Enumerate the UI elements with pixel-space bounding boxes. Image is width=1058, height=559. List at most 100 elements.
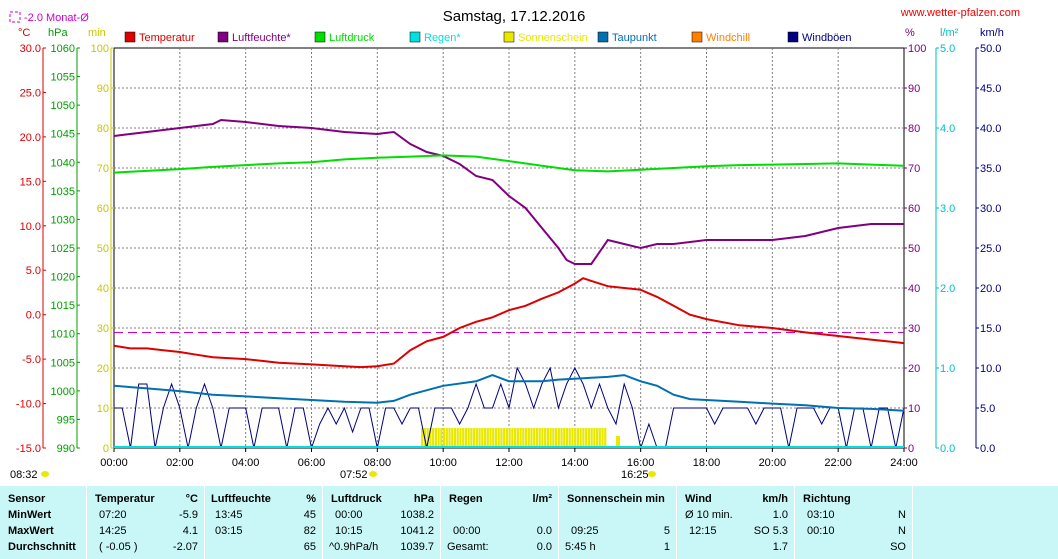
sunshine-bar xyxy=(554,428,558,448)
sunshine-bar xyxy=(519,428,522,448)
unit-percent: % xyxy=(905,27,915,39)
sunshine-bar xyxy=(579,428,582,448)
sunshine-bar xyxy=(500,428,503,448)
sunshine-bar xyxy=(565,428,569,448)
dir-max-time: 00:10 xyxy=(807,525,835,537)
x-tick-label: 08:00 xyxy=(364,457,392,469)
unit-temp: °C xyxy=(18,27,30,39)
sunshine-bar xyxy=(467,428,470,448)
sunshine-bar xyxy=(464,428,468,448)
y-tick-label-pressure: 1005 xyxy=(51,357,75,369)
stats-header-temperatur: Temperatur xyxy=(95,493,155,505)
x-tick-label: 14:00 xyxy=(561,457,589,469)
y-tick-label-minutes: 100 xyxy=(91,43,109,55)
sunshine-bar xyxy=(511,428,514,448)
legend-label: Luftdruck xyxy=(329,32,375,44)
stats-row-avg-label: Durchschnitt xyxy=(8,541,76,553)
y-tick-label-percent: 10 xyxy=(908,403,920,415)
x-tick-label: 02:00 xyxy=(166,457,194,469)
series-layer xyxy=(113,118,905,450)
y-tick-label-minutes: 0 xyxy=(103,443,109,455)
y-tick-label-minutes: 50 xyxy=(97,243,109,255)
sunshine-bar xyxy=(576,428,580,448)
legend-swatch xyxy=(409,31,421,43)
sunshine-bar xyxy=(582,428,585,448)
y-tick-label-wind: 30.0 xyxy=(980,203,1001,215)
sunshine-bar xyxy=(530,428,533,448)
stats-unit-regen: l/m² xyxy=(532,493,552,505)
y-tick-label-minutes: 90 xyxy=(97,83,109,95)
y-tick-label-wind: 5.0 xyxy=(980,403,995,415)
y-tick-label-minutes: 70 xyxy=(97,163,109,175)
sunshine-bar xyxy=(546,428,549,448)
y-tick-label-pressure: 1050 xyxy=(51,100,75,112)
y-tick-label-wind: 35.0 xyxy=(980,163,1001,175)
sunshine-bar xyxy=(483,428,487,448)
y-tick-label-pressure: 1030 xyxy=(51,214,75,226)
sunshine-bar xyxy=(473,428,476,448)
stats-header-regen: Regen xyxy=(449,493,483,505)
sunshine-bar xyxy=(563,428,566,448)
press-max-value: 1041.2 xyxy=(400,525,434,537)
y-tick-label-percent: 20 xyxy=(908,363,920,375)
press-avg-value: 1039.7 xyxy=(400,541,434,553)
y-tick-label-temp: 30.0 xyxy=(20,43,41,55)
y-tick-label-minutes: 20 xyxy=(97,363,109,375)
sunshine-bar xyxy=(475,428,478,448)
y-tick-label-temp: 15.0 xyxy=(20,176,41,188)
stats-col-sonnenschein: Sonnenschein min 09:25 5 5:45 h 1 xyxy=(559,486,677,559)
y-tick-label-pressure: 990 xyxy=(57,443,75,455)
sunshine-bar xyxy=(598,428,601,448)
y-tick-label-rain: 2.0 xyxy=(940,283,955,295)
y-tick-label-pressure: 1025 xyxy=(51,243,75,255)
y-tick-label-wind: 15.0 xyxy=(980,323,1001,335)
dir-min-time: 03:10 xyxy=(807,509,835,521)
series-luftdruck xyxy=(113,154,905,174)
sunshine-bar xyxy=(604,428,607,448)
unit-wind: km/h xyxy=(980,27,1004,39)
rain-total-value: 0.0 xyxy=(536,541,552,553)
stats-row-max-label: MaxWert xyxy=(8,525,54,537)
legend-swatch xyxy=(597,31,609,43)
sunshine-bar xyxy=(544,428,547,448)
x-tick-label: 16:00 xyxy=(627,457,655,469)
sunshine-bar xyxy=(557,428,560,448)
source-url: www.wetter-pfalzen.com xyxy=(900,7,1020,19)
wind-avg10-value: 1.0 xyxy=(772,509,788,521)
temp-max-value: 4.1 xyxy=(182,525,198,537)
press-max-time: 10:15 xyxy=(335,525,363,537)
legend-swatch xyxy=(503,31,515,43)
sunshine-bar xyxy=(497,428,500,448)
sunshine-bar xyxy=(590,428,593,448)
press-min-value: 1038.2 xyxy=(400,509,434,521)
y-tick-label-wind: 50.0 xyxy=(980,43,1001,55)
sunshine-bar xyxy=(503,428,506,448)
x-tick-label: 18:00 xyxy=(693,457,721,469)
y-tick-label-pressure: 1010 xyxy=(51,329,75,341)
y-tick-label-temp: -15.0 xyxy=(16,443,41,455)
mark-sun-icon xyxy=(369,471,377,477)
y-tick-label-minutes: 10 xyxy=(97,403,109,415)
y-tick-label-wind: 0.0 xyxy=(980,443,995,455)
unit-rain: l/m² xyxy=(940,27,959,39)
temp-avg-value: -2.07 xyxy=(172,541,198,553)
hum-avg-value: 65 xyxy=(303,541,316,553)
sunshine-bar xyxy=(445,428,448,448)
sunshine-bar xyxy=(481,428,484,448)
temp-max-time: 14:25 xyxy=(99,525,127,537)
rain-total-label: Gesamt: xyxy=(447,541,489,553)
legend-label: Windchill xyxy=(706,32,750,44)
wind-max-value: SO 5.3 xyxy=(753,525,788,537)
y-tick-label-wind: 20.0 xyxy=(980,283,1001,295)
sunshine-bar xyxy=(434,428,437,448)
series-temperatur xyxy=(113,277,905,369)
mark-time-0752: 07:52 xyxy=(340,469,368,481)
statistics-table: Sensor MinWert MaxWert Durchschnitt Temp… xyxy=(0,486,1058,559)
legend-swatch xyxy=(217,31,229,43)
sun-total-hours: 5:45 h xyxy=(565,541,596,553)
stats-header-sensor: Sensor xyxy=(8,493,46,505)
y-tick-label-wind: 25.0 xyxy=(980,243,1001,255)
sunshine-bar xyxy=(429,428,432,448)
sunshine-bar xyxy=(514,428,517,448)
hum-min-time: 13:45 xyxy=(215,509,243,521)
